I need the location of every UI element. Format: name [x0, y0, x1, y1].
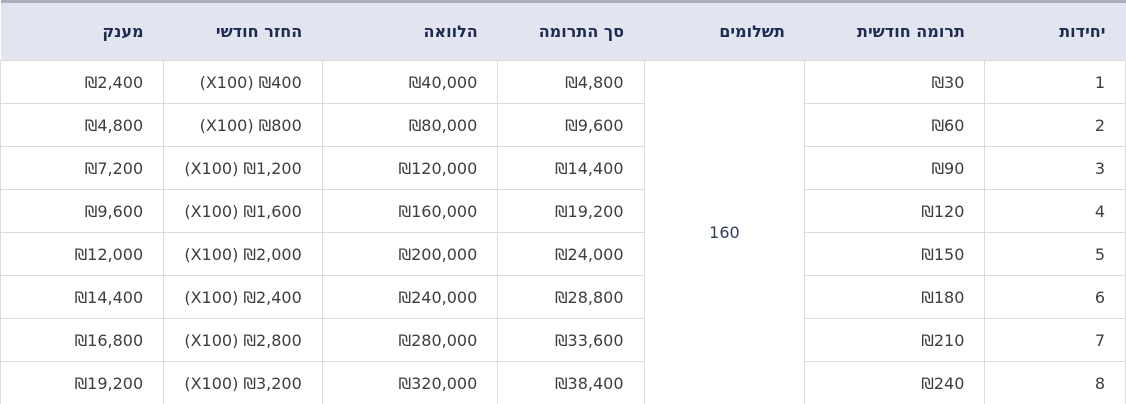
column-header-units: יחידות [984, 0, 1126, 61]
cell-loan: ₪280,000 [321, 318, 499, 362]
cell-total_donation: ₪4,800 [497, 60, 645, 104]
column-header-monthly_donation: תרומה חודשית [804, 0, 985, 61]
table-row: ₪9,600 (X100) ₪1,600 ₪160,000 ₪19,200 ₪120 4 [0, 189, 1126, 233]
cell-loan: ₪320,000 [321, 361, 499, 404]
cell-payments-merged: 160 [643, 60, 806, 404]
cell-loan: ₪120,000 [321, 146, 499, 190]
table-row: ₪14,400 (X100) ₪2,400 ₪240,000 ₪28,800 ₪180 6 [0, 275, 1126, 319]
cell-monthly_repayment: (X100) ₪1,200 [163, 146, 323, 190]
column-header-monthly_repayment: החזר חודשי [163, 0, 323, 61]
cell-monthly_repayment: (X100) ₪400 [163, 60, 323, 104]
table-row: ₪4,800 (X100) ₪800 ₪80,000 ₪9,600 ₪60 2 [0, 103, 1126, 147]
cell-total_donation: ₪38,400 [497, 361, 645, 404]
cell-grant: ₪2,400 [0, 60, 165, 104]
cell-monthly_donation: ₪60 [804, 103, 986, 147]
cell-units: 6 [984, 275, 1126, 319]
cell-monthly_repayment: (X100) ₪3,200 [163, 361, 323, 404]
table-row: ₪12,000 (X100) ₪2,000 ₪200,000 ₪24,000 ₪150 5 [0, 232, 1126, 276]
cell-total_donation: ₪14,400 [497, 146, 645, 190]
cell-monthly_donation: ₪210 [804, 318, 986, 362]
cell-monthly_repayment: (X100) ₪2,400 [163, 275, 323, 319]
cell-monthly_repayment: (X100) ₪2,000 [163, 232, 323, 276]
cell-monthly_repayment: (X100) ₪800 [163, 103, 323, 147]
cell-grant: ₪12,000 [0, 232, 165, 276]
cell-grant: ₪19,200 [0, 361, 165, 404]
table-row: ₪2,400 (X100) ₪400 ₪40,000 ₪4,800 160 ₪30 1 [0, 60, 1126, 404]
cell-units: 4 [984, 189, 1126, 233]
cell-loan: ₪160,000 [321, 189, 499, 233]
cell-loan: ₪40,000 [321, 60, 499, 104]
header-row: מענק החזר חודשי הלוואה סך התרומה תשלומים תרומ… [0, 0, 1126, 61]
cell-grant: ₪9,600 [0, 189, 165, 233]
cell-grant: ₪16,800 [0, 318, 165, 362]
cell-units: 8 [984, 361, 1126, 404]
table-body: ₪2,400 (X100) ₪400 ₪40,000 ₪4,800 160 ₪30 1 ₪4,… [0, 60, 1126, 404]
table-row: ₪19,200 (X100) ₪3,200 ₪320,000 ₪38,400 ₪240 8 [0, 361, 1126, 404]
column-header-payments: תשלומים [644, 0, 805, 61]
table-row: ₪16,800 (X100) ₪2,800 ₪280,000 ₪33,600 ₪210 7 [0, 318, 1126, 362]
column-header-grant: מענק [0, 0, 164, 61]
cell-monthly_donation: ₪150 [804, 232, 986, 276]
cell-units: 3 [984, 146, 1126, 190]
cell-total_donation: ₪19,200 [497, 189, 645, 233]
cell-loan: ₪200,000 [321, 232, 499, 276]
column-header-total_donation: סך התרומה [497, 0, 644, 61]
cell-units: 7 [984, 318, 1126, 362]
cell-loan: ₪80,000 [321, 103, 499, 147]
cell-grant: ₪4,800 [0, 103, 165, 147]
cell-total_donation: ₪24,000 [497, 232, 645, 276]
cell-total_donation: ₪28,800 [497, 275, 645, 319]
cell-monthly_repayment: (X100) ₪1,600 [163, 189, 323, 233]
cell-monthly_donation: ₪180 [804, 275, 986, 319]
cell-grant: ₪14,400 [0, 275, 165, 319]
cell-units: 2 [984, 103, 1126, 147]
cell-total_donation: ₪33,600 [497, 318, 645, 362]
table-row: ₪7,200 (X100) ₪1,200 ₪120,000 ₪14,400 ₪90 3 [0, 146, 1126, 190]
cell-monthly_donation: ₪120 [804, 189, 986, 233]
cell-grant: ₪7,200 [0, 146, 165, 190]
cell-units: 1 [984, 60, 1126, 104]
cell-units: 5 [984, 232, 1126, 276]
cell-monthly_donation: ₪240 [804, 361, 986, 404]
column-header-loan: הלוואה [322, 0, 498, 61]
cell-monthly_donation: ₪90 [804, 146, 986, 190]
cell-monthly_donation: ₪30 [804, 60, 986, 104]
cell-loan: ₪240,000 [321, 275, 499, 319]
table-header: מענק החזר חודשי הלוואה סך התרומה תשלומים תרומ… [0, 0, 1126, 61]
cell-monthly_repayment: (X100) ₪2,800 [163, 318, 323, 362]
cell-total_donation: ₪9,600 [497, 103, 645, 147]
